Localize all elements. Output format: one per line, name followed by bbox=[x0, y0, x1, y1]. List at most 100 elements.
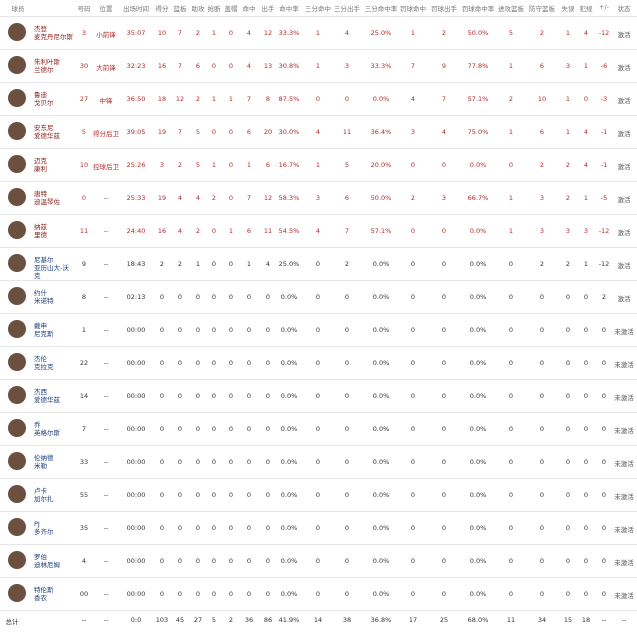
stat-cell: 0 bbox=[177, 391, 183, 400]
stat-cell: -3 bbox=[600, 94, 608, 103]
player-name: 约什 米诺特 bbox=[34, 289, 74, 305]
stat-cell: 0.0% bbox=[372, 523, 390, 532]
stat-cell: 0 bbox=[315, 490, 321, 499]
stat-cell: 0 bbox=[441, 391, 447, 400]
stat-cell: 0 bbox=[177, 424, 183, 433]
stat-cell: 0 bbox=[508, 325, 514, 334]
total-cell: 0:0 bbox=[130, 616, 142, 624]
player-row: 杰伦 克拉克 22 -- 00:00 0 0 0 0 0 0 0 0.0% 0 0 0.0% 0 0 0.0% 0 0 0… bbox=[0, 346, 637, 380]
stat-cell: 2 bbox=[565, 160, 571, 169]
header-cell: 抢断 bbox=[207, 5, 221, 13]
player-name: 朱利叶斯 兰德尔 bbox=[34, 58, 74, 74]
stat-cell: 0 bbox=[410, 325, 416, 334]
player-avatar bbox=[8, 254, 26, 272]
stat-cell: 0 bbox=[410, 391, 416, 400]
stat-cell: 0.0% bbox=[469, 424, 487, 433]
stat-cell: 0 bbox=[228, 457, 234, 466]
stat-cell: -- bbox=[103, 292, 109, 301]
stat-cell: 11 bbox=[342, 127, 352, 136]
name-line: 康利 bbox=[34, 164, 47, 173]
player-name: 伦纳德 米勒 bbox=[34, 454, 74, 470]
stat-cell: 0 bbox=[228, 490, 234, 499]
stat-cell: 0 bbox=[539, 391, 545, 400]
stat-cell: 4 bbox=[441, 127, 447, 136]
stat-cell: 0.0% bbox=[372, 292, 390, 301]
stat-cell: 0 bbox=[441, 259, 447, 268]
stat-cell: 1 bbox=[565, 28, 571, 37]
stat-cell: 0 bbox=[246, 325, 252, 334]
stat-cell: 33.3% bbox=[370, 61, 392, 70]
stat-cell: 0 bbox=[565, 589, 571, 598]
stat-cell: -- bbox=[103, 226, 109, 235]
stat-cell: 0 bbox=[265, 589, 271, 598]
stat-cell: 0 bbox=[315, 457, 321, 466]
player-name: PJ 多齐尔 bbox=[34, 520, 74, 536]
stat-cell: 0 bbox=[265, 523, 271, 532]
stat-cell: 0 bbox=[565, 490, 571, 499]
stat-cell: 4 bbox=[315, 226, 321, 235]
player-avatar bbox=[8, 518, 26, 536]
stat-cell: 0 bbox=[195, 391, 201, 400]
stat-cell: 0 bbox=[228, 556, 234, 565]
stat-cell: 25.0% bbox=[278, 259, 300, 268]
player-avatar bbox=[8, 287, 26, 305]
stat-cell: 0 bbox=[315, 589, 321, 598]
stat-cell: 30.8% bbox=[278, 61, 300, 70]
stat-cell: 3 bbox=[565, 61, 571, 70]
header-cell: 盖帽 bbox=[224, 5, 238, 13]
stat-cell: 7 bbox=[246, 193, 252, 202]
stat-cell: 0 bbox=[195, 325, 201, 334]
stat-cell: 00:00 bbox=[126, 523, 146, 532]
stat-cell: 7 bbox=[441, 94, 447, 103]
stat-cell: 0 bbox=[177, 556, 183, 565]
stat-cell: 1 bbox=[565, 127, 571, 136]
stat-cell: 1 bbox=[583, 193, 589, 202]
stat-cell: 14 bbox=[79, 391, 89, 400]
name-line: 迈克 bbox=[34, 156, 47, 165]
stat-cell: 0 bbox=[601, 556, 607, 565]
stat-cell: 4 bbox=[177, 193, 183, 202]
status: 激活 bbox=[617, 96, 631, 105]
stat-cell: 0 bbox=[246, 457, 252, 466]
stat-cell: 0 bbox=[441, 556, 447, 565]
stat-cell: 5 bbox=[344, 160, 350, 169]
stat-cell: 10 bbox=[157, 28, 167, 37]
stat-cell: 12 bbox=[263, 193, 273, 202]
stat-cell: 0 bbox=[344, 457, 350, 466]
player-avatar bbox=[8, 485, 26, 503]
status: 未激活 bbox=[614, 591, 634, 600]
total-cell: -- bbox=[81, 616, 87, 624]
stat-cell: 0 bbox=[344, 589, 350, 598]
player-avatar bbox=[8, 23, 26, 41]
stat-cell: 0 bbox=[211, 358, 217, 367]
status: 未激活 bbox=[614, 360, 634, 369]
header-cell: 三分命中率 bbox=[364, 5, 398, 13]
stat-cell: 0.0% bbox=[372, 457, 390, 466]
header-cell: 罚球出手 bbox=[431, 5, 457, 13]
player-row: 卢卡 加尔扎 55 -- 00:00 0 0 0 0 0 0 0 0.0% 0 0 0.0% 0 0 0.0% 0 0 0… bbox=[0, 478, 637, 512]
stat-cell: 0 bbox=[344, 292, 350, 301]
stat-cell: 2 bbox=[177, 259, 183, 268]
player-name: 安东尼 爱德华兹 bbox=[34, 124, 74, 140]
stat-cell: 得分后卫 bbox=[93, 129, 119, 138]
stat-cell: 0 bbox=[159, 589, 165, 598]
stat-cell: 0 bbox=[410, 424, 416, 433]
stat-cell: -- bbox=[103, 325, 109, 334]
stat-cell: 6 bbox=[539, 127, 545, 136]
status: 未激活 bbox=[614, 327, 634, 336]
total-cell: 27 bbox=[193, 616, 203, 624]
stat-cell: 25:26 bbox=[126, 160, 146, 169]
stat-cell: 0 bbox=[508, 391, 514, 400]
stat-cell: 0 bbox=[410, 226, 416, 235]
name-line: 特伦斯 bbox=[34, 585, 54, 594]
stat-cell: 0 bbox=[159, 523, 165, 532]
stat-cell: 0 bbox=[410, 589, 416, 598]
stat-cell: 0 bbox=[315, 424, 321, 433]
stat-cell: 2 bbox=[565, 193, 571, 202]
stat-cell: 00:00 bbox=[126, 490, 146, 499]
stat-cell: 3 bbox=[583, 226, 589, 235]
stat-cell: 0 bbox=[211, 490, 217, 499]
stat-cell: 1 bbox=[211, 160, 217, 169]
stat-cell: 2 bbox=[211, 193, 217, 202]
stat-cell: 0 bbox=[508, 259, 514, 268]
